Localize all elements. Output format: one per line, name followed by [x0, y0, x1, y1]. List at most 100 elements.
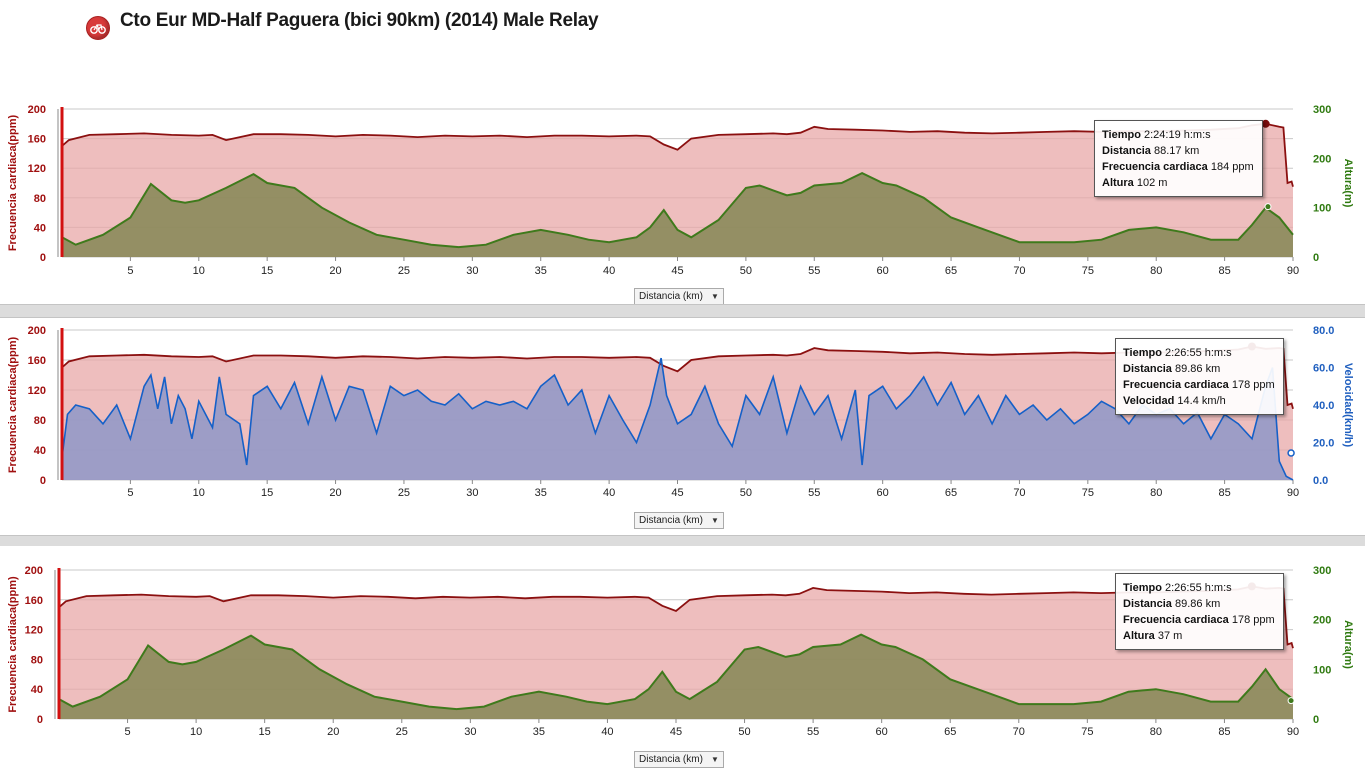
x-tick-label: 20 [329, 487, 341, 499]
y2-tick-label: 20.0 [1313, 438, 1334, 450]
x-tick-label: 50 [740, 265, 752, 277]
y-axis-title: Frecuencia cardiaca(ppm) [7, 576, 19, 713]
x-tick-label: 85 [1218, 487, 1230, 499]
x-tick-label: 25 [396, 726, 408, 738]
x-tick-label: 80 [1150, 265, 1162, 277]
x-tick-label: 40 [601, 726, 613, 738]
x-tick-label: 60 [877, 265, 889, 277]
x-tick-label: 20 [327, 726, 339, 738]
x-tick-label: 25 [398, 265, 410, 277]
y-tick-label: 40 [34, 222, 46, 234]
panel-divider-1 [0, 304, 1365, 318]
y-tick-label: 80 [31, 654, 43, 666]
y2-tick-label: 300 [1313, 565, 1331, 577]
y-tick-label: 80 [34, 415, 46, 427]
x-tick-label: 10 [190, 726, 202, 738]
altitude-cursor-point [1264, 203, 1272, 211]
y2-tick-label: 0 [1313, 714, 1319, 726]
x-tick-label: 90 [1287, 265, 1299, 277]
altitude-cursor-point [1287, 697, 1295, 705]
y2-tick-label: 200 [1313, 153, 1331, 165]
y2-tick-label: 0.0 [1313, 475, 1328, 487]
y-tick-label: 200 [28, 104, 46, 116]
x-tick-label: 15 [259, 726, 271, 738]
y-axis-title: Frecuencia cardiaca(ppm) [7, 337, 19, 474]
altitude-line [61, 171, 1294, 249]
y2-axis-title: Altura(m) [1342, 159, 1354, 208]
x-tick-label: 65 [945, 487, 957, 499]
y2-tick-label: 60.0 [1313, 363, 1334, 375]
y-tick-label: 120 [28, 385, 46, 397]
x-tick-label: 50 [738, 726, 750, 738]
x-tick-label: 75 [1081, 726, 1093, 738]
x-tick-label: 90 [1287, 726, 1299, 738]
chart-panel-1: 0 40 80 120 160 200 0 100 200 300 5 10 15 20 25 30 35 40 4… [0, 98, 1365, 305]
heart-rate-altitude-chart[interactable]: 0 40 80 120 160 200 0 100 200 300 5 10 15 20 25 30 35 40 4… [0, 98, 1365, 303]
y2-tick-label: 100 [1313, 664, 1331, 676]
chart-tooltip-2: Tiempo 2:26:55 h:m:s Distancia 89.86 km … [1115, 338, 1284, 415]
x-tick-label: 10 [193, 487, 205, 499]
x-tick-label: 35 [535, 265, 547, 277]
heart-rate-area [62, 123, 1293, 257]
heart-rate-area [59, 586, 1293, 719]
x-tick-label: 15 [261, 265, 273, 277]
y-tick-label: 200 [25, 565, 43, 577]
x-tick-label: 15 [261, 487, 273, 499]
chart-tooltip-3: Tiempo 2:26:55 h:m:s Distancia 89.86 km … [1115, 573, 1284, 650]
x-axis-selector-3[interactable]: Distancia (km) ▼ [634, 751, 724, 768]
x-tick-label: 5 [127, 265, 133, 277]
x-tick-label: 65 [945, 265, 957, 277]
x-axis-selector-value: Distancia (km) [639, 754, 703, 765]
chevron-down-icon: ▼ [710, 755, 719, 764]
x-tick-label: 30 [466, 487, 478, 499]
x-axis-selector-1[interactable]: Distancia (km) ▼ [634, 288, 724, 305]
y2-tick-label: 80.0 [1313, 325, 1334, 337]
page-title: Cto Eur MD-Half Paguera (bici 90km) (201… [120, 10, 599, 31]
x-tick-label: 70 [1013, 726, 1025, 738]
page-header: Cto Eur MD-Half Paguera (bici 90km) (201… [0, 0, 1365, 98]
chevron-down-icon: ▼ [710, 516, 719, 525]
x-tick-label: 60 [877, 487, 889, 499]
x-tick-label: 55 [807, 726, 819, 738]
x-tick-label: 75 [1082, 265, 1094, 277]
x-tick-label: 45 [671, 265, 683, 277]
y-tick-label: 120 [25, 625, 43, 637]
x-tick-label: 75 [1082, 487, 1094, 499]
x-tick-label: 60 [876, 726, 888, 738]
chart-panel-2: 0 40 80 120 160 200 0.0 20.0 40.0 60.0 80.0 5 10 15 20… [0, 318, 1365, 534]
speed-cursor-point [1287, 449, 1295, 457]
x-tick-label: 90 [1287, 487, 1299, 499]
altitude-area [62, 173, 1293, 257]
y-tick-label: 160 [25, 595, 43, 607]
x-tick-label: 70 [1013, 265, 1025, 277]
x-axis-selector-value: Distancia (km) [639, 515, 703, 526]
x-tick-label: 65 [944, 726, 956, 738]
x-axis-selector-value: Distancia (km) [639, 291, 703, 302]
y2-axis-title: Velocidad(km/h) [1342, 363, 1354, 448]
x-tick-label: 40 [603, 487, 615, 499]
chevron-down-icon: ▼ [710, 292, 719, 301]
x-tick-label: 50 [740, 487, 752, 499]
x-tick-label: 85 [1218, 726, 1230, 738]
altitude-area [59, 634, 1293, 719]
altitude-line [58, 633, 1294, 711]
y-tick-label: 40 [34, 445, 46, 457]
chart-tooltip-1: Tiempo 2:24:19 h:m:s Distancia 88.17 km … [1094, 120, 1263, 197]
heart-rate-speed-chart[interactable]: 0 40 80 120 160 200 0.0 20.0 40.0 60.0 80.0 5 10 15 20… [0, 318, 1365, 534]
x-tick-label: 25 [398, 487, 410, 499]
y-tick-label: 0 [37, 714, 43, 726]
x-tick-label: 5 [124, 726, 130, 738]
y2-tick-label: 100 [1313, 203, 1331, 215]
y-tick-label: 0 [40, 252, 46, 264]
x-tick-label: 70 [1013, 487, 1025, 499]
x-tick-label: 80 [1150, 487, 1162, 499]
y2-tick-label: 40.0 [1313, 400, 1334, 412]
x-axis-selector-2[interactable]: Distancia (km) ▼ [634, 512, 724, 529]
heart-rate-cursor-point [1261, 119, 1270, 128]
speed-area [62, 358, 1293, 480]
y-tick-label: 80 [34, 193, 46, 205]
y-tick-label: 0 [40, 475, 46, 487]
y-tick-label: 160 [28, 134, 46, 146]
heart-rate-altitude-chart[interactable]: 0 40 80 120 160 200 0 100 200 300 5 10 15 20 25 30 35 40 4… [0, 546, 1365, 773]
y-tick-label: 160 [28, 355, 46, 367]
